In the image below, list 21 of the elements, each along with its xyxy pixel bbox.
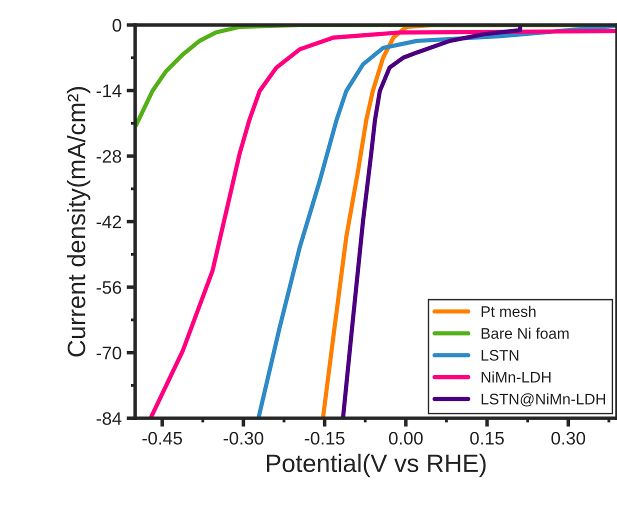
- legend-label: Pt mesh: [482, 306, 536, 317]
- x-tick-label: 0.30: [551, 432, 586, 445]
- x-tick-label: 0.00: [388, 432, 423, 445]
- legend-label: LSTN: [482, 350, 518, 361]
- x-axis-title: Potential(V vs RHE): [266, 454, 486, 478]
- y-tick-label: -56: [96, 281, 122, 294]
- y-tick-label: -28: [96, 150, 122, 163]
- line-series: [148, 28, 617, 418]
- y-tick-label: -70: [96, 346, 122, 360]
- x-tick-label: -0.15: [304, 432, 344, 445]
- y-tick-label: -42: [96, 216, 122, 228]
- x-tick-label: 0.15: [470, 432, 504, 445]
- y-axis-title: Current density(mA/cm²): [66, 87, 90, 356]
- y-tick-label: 0: [112, 18, 122, 32]
- y-tick-label: -84: [96, 412, 122, 425]
- y-tick-label: -14: [96, 84, 122, 98]
- legend-label: LSTN@NiMn-LDH: [482, 393, 606, 406]
- legend-label: Bare Ni foam: [482, 328, 569, 339]
- x-tick-label: -0.45: [142, 432, 182, 445]
- legend-label: NiMn-LDH: [482, 371, 550, 382]
- x-tick-label: -0.30: [224, 432, 264, 445]
